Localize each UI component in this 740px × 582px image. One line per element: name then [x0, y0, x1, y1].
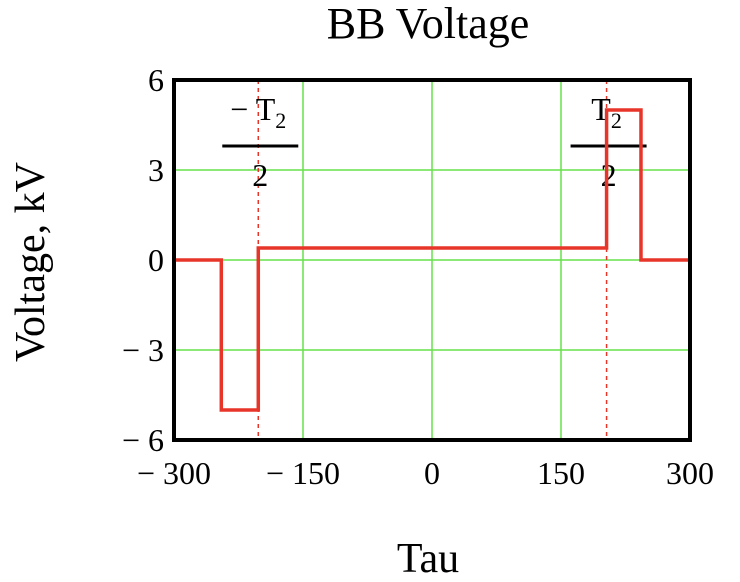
x-tick-label: − 300 — [137, 455, 211, 491]
y-axis-label: Voltage, kV — [8, 162, 54, 362]
y-tick-label: 3 — [148, 152, 164, 188]
y-tick-label: 0 — [148, 242, 164, 278]
x-tick-label: 150 — [537, 455, 585, 491]
series-line — [174, 108, 690, 412]
chart-title: BB Voltage — [327, 0, 530, 48]
marker-label: T22 — [570, 91, 647, 193]
grid-lines — [173, 79, 691, 441]
x-tick-label: 0 — [424, 455, 440, 491]
x-tick-label: − 150 — [266, 455, 340, 491]
y-tick-label: − 3 — [122, 332, 164, 368]
y-tick-label: − 6 — [122, 422, 164, 458]
marker-label: − T2 2 — [222, 91, 299, 193]
series-group — [174, 108, 690, 412]
marker-denominator: 2 — [601, 157, 617, 193]
y-tick-label: 6 — [148, 62, 164, 98]
x-tick-label: 300 — [666, 455, 714, 491]
marker-denominator: 2 — [252, 157, 268, 193]
tick-labels: − 300 − 150 0 150 300 − 6 − 3 0 3 6 — [122, 62, 714, 491]
marker-numerator: − T2 — [230, 91, 286, 133]
x-axis-label: Tau — [397, 536, 459, 582]
plot-frame — [172, 78, 692, 442]
